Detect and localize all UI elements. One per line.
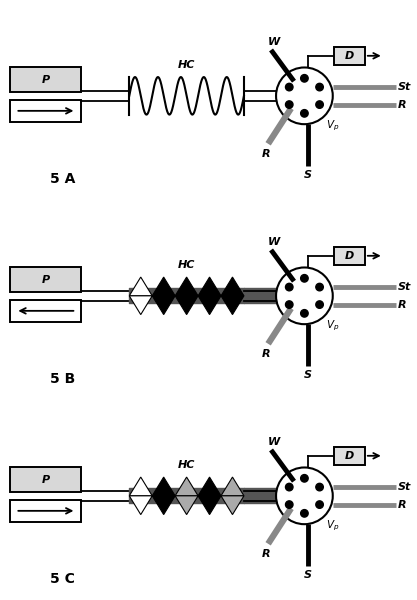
Bar — [334, 47, 365, 65]
Polygon shape — [221, 296, 244, 314]
Polygon shape — [129, 496, 152, 515]
Polygon shape — [129, 477, 152, 496]
Circle shape — [286, 501, 293, 508]
Text: 5 B: 5 B — [50, 372, 75, 386]
Circle shape — [301, 275, 308, 282]
Circle shape — [286, 301, 293, 308]
Circle shape — [301, 74, 308, 82]
Circle shape — [286, 101, 293, 109]
Polygon shape — [198, 296, 221, 314]
Circle shape — [316, 283, 323, 291]
Text: R: R — [262, 349, 270, 359]
Text: S: S — [304, 570, 312, 580]
Text: St: St — [398, 482, 412, 491]
Text: D: D — [344, 51, 354, 61]
Circle shape — [286, 83, 293, 91]
Text: R: R — [262, 549, 270, 559]
Text: St: St — [398, 281, 412, 292]
Polygon shape — [221, 477, 244, 496]
Text: R: R — [398, 500, 407, 510]
Polygon shape — [198, 477, 221, 496]
Circle shape — [276, 268, 333, 324]
Text: R: R — [262, 149, 270, 159]
Text: S: S — [304, 370, 312, 380]
Circle shape — [301, 310, 308, 317]
Text: HC: HC — [178, 59, 195, 70]
Circle shape — [316, 484, 323, 491]
Circle shape — [276, 67, 333, 124]
Circle shape — [286, 283, 293, 291]
Text: HC: HC — [178, 260, 195, 269]
Polygon shape — [175, 296, 198, 314]
Text: R: R — [398, 300, 407, 310]
Text: W: W — [268, 437, 281, 446]
Text: HC: HC — [178, 460, 195, 470]
Polygon shape — [198, 496, 221, 515]
Circle shape — [301, 475, 308, 482]
Circle shape — [301, 509, 308, 517]
Bar — [10, 467, 81, 493]
Text: 5 C: 5 C — [50, 572, 75, 586]
Polygon shape — [221, 277, 244, 296]
Text: S: S — [304, 170, 312, 180]
Bar — [10, 300, 81, 322]
Bar — [334, 247, 365, 265]
Polygon shape — [175, 477, 198, 496]
Polygon shape — [221, 496, 244, 515]
Bar — [10, 266, 81, 292]
Polygon shape — [175, 277, 198, 296]
Text: $V_p$: $V_p$ — [326, 319, 339, 333]
Circle shape — [276, 467, 333, 524]
Polygon shape — [152, 277, 175, 296]
Polygon shape — [152, 477, 175, 496]
Circle shape — [286, 484, 293, 491]
Text: W: W — [268, 236, 281, 247]
Text: P: P — [42, 475, 50, 485]
Polygon shape — [129, 296, 152, 314]
Bar — [10, 100, 81, 122]
Polygon shape — [152, 296, 175, 314]
Text: $V_p$: $V_p$ — [326, 519, 339, 533]
Text: R: R — [398, 100, 407, 110]
Text: P: P — [42, 74, 50, 85]
Circle shape — [301, 110, 308, 117]
Polygon shape — [152, 496, 175, 515]
Circle shape — [316, 301, 323, 308]
Bar — [10, 500, 81, 521]
Text: P: P — [42, 275, 50, 284]
Polygon shape — [175, 496, 198, 515]
Bar — [10, 67, 81, 92]
Text: W: W — [268, 37, 281, 47]
Polygon shape — [129, 277, 152, 296]
Circle shape — [316, 501, 323, 508]
Circle shape — [316, 83, 323, 91]
Text: $V_p$: $V_p$ — [326, 119, 339, 133]
Circle shape — [316, 101, 323, 109]
Text: 5 A: 5 A — [50, 172, 75, 186]
Text: D: D — [344, 251, 354, 261]
Text: St: St — [398, 82, 412, 92]
Bar — [334, 447, 365, 464]
Text: D: D — [344, 451, 354, 461]
Polygon shape — [198, 277, 221, 296]
